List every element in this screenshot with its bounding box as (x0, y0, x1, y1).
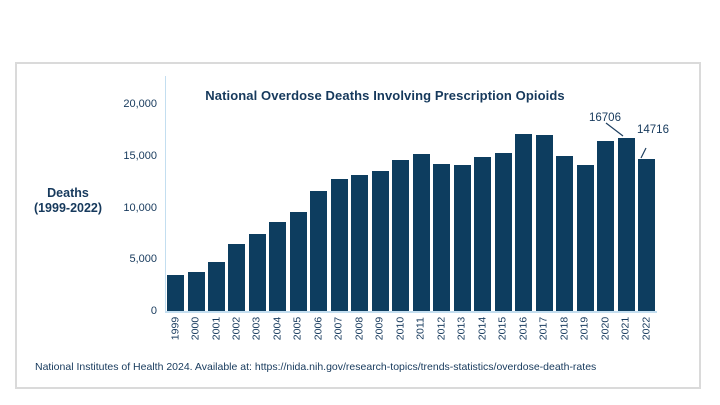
leader-line-2021 (605, 122, 624, 137)
x-tick-2013: 2013 (455, 316, 468, 341)
x-tick-2019: 2019 (578, 316, 591, 341)
x-tick-2002: 2002 (230, 316, 243, 341)
bar-2008 (351, 174, 369, 311)
x-tick-2004: 2004 (271, 316, 284, 341)
bar-2010 (392, 160, 410, 311)
x-tick-2016: 2016 (517, 316, 530, 341)
bar-2011 (412, 154, 430, 311)
source-citation: National Institutes of Health 2024. Avai… (35, 361, 597, 373)
bar-2016 (515, 134, 533, 311)
x-tick-2011: 2011 (414, 317, 427, 340)
y-tick-0: 0 (150, 305, 157, 317)
x-tick-2014: 2014 (476, 316, 489, 341)
leader-line-2022 (640, 147, 647, 159)
bar-2018 (556, 156, 574, 311)
bar-2004 (269, 222, 287, 311)
y-tick-10000: 10,000 (123, 201, 157, 214)
bar-2022 (638, 158, 655, 311)
bar-2003 (248, 233, 266, 311)
bar-2014 (474, 157, 492, 311)
bar-2020 (597, 141, 614, 311)
bar-2007 (330, 178, 348, 311)
data-label-2022: 14716 (637, 124, 669, 136)
bar-2017 (535, 134, 553, 311)
chart-area: National Overdose Deaths Involving Presc… (15, 62, 701, 389)
x-axis-line (164, 311, 657, 313)
bar-2009 (371, 171, 389, 311)
x-tick-2003: 2003 (250, 316, 263, 341)
x-tick-2021: 2021 (619, 316, 632, 341)
y-axis-title: Deaths (1999-2022) (15, 186, 121, 215)
bar-1999 (167, 275, 184, 311)
x-tick-2020: 2020 (599, 316, 611, 341)
bar-2021 (617, 138, 635, 311)
bar-2019 (576, 164, 594, 311)
bar-2006 (310, 191, 328, 311)
x-tick-2001: 2001 (210, 316, 222, 341)
y-tick-5000: 5,000 (129, 253, 157, 266)
x-tick-2012: 2012 (435, 316, 448, 341)
bar-2002 (228, 243, 246, 311)
y-axis-title-line1: Deaths (47, 186, 89, 200)
x-tick-2017: 2017 (537, 316, 550, 341)
x-tick-2008: 2008 (353, 316, 366, 341)
bar-2012 (433, 163, 451, 311)
chart-title: National Overdose Deaths Involving Presc… (205, 88, 565, 103)
x-tick-2000: 2000 (189, 316, 202, 341)
y-axis-line (164, 76, 166, 313)
y-tick-20000: 20,000 (123, 98, 157, 110)
x-tick-2005: 2005 (291, 316, 304, 341)
x-tick-2006: 2006 (312, 316, 325, 341)
bar-2001 (208, 261, 225, 311)
x-tick-2015: 2015 (496, 316, 509, 341)
chart-card: National Overdose Deaths Involving Presc… (15, 62, 701, 389)
y-tick-15000: 15,000 (123, 149, 157, 162)
bar-2000 (187, 271, 205, 311)
x-tick-2007: 2007 (332, 316, 345, 341)
y-axis-title-line2: (1999-2022) (33, 200, 103, 215)
x-tick-2018: 2018 (558, 316, 571, 341)
x-tick-1999: 1999 (169, 316, 181, 341)
x-tick-2010: 2010 (394, 316, 407, 341)
bar-2015 (494, 152, 512, 311)
x-tick-2009: 2009 (373, 316, 386, 341)
bar-2013 (453, 164, 471, 311)
x-tick-2022: 2022 (640, 316, 652, 341)
data-label-2021: 16706 (589, 112, 621, 124)
bar-2005 (289, 211, 307, 311)
